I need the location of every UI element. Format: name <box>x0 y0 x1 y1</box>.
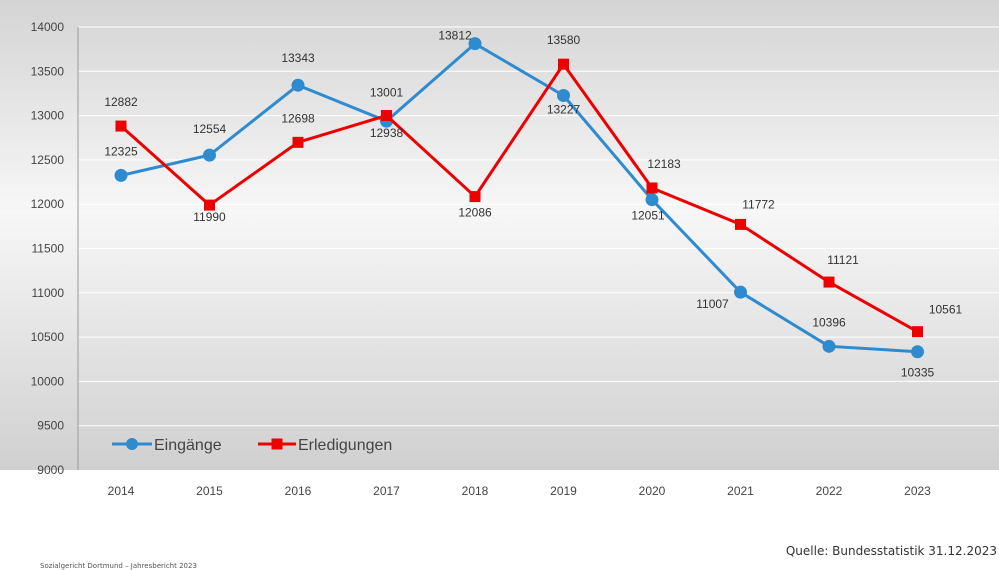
x-tick-label: 2022 <box>816 484 843 498</box>
data-label: 12698 <box>281 111 315 125</box>
data-label: 11121 <box>827 253 859 267</box>
y-tick-label: 10500 <box>31 330 65 344</box>
x-tick-label: 2015 <box>196 484 223 498</box>
data-labels: 12325 12554 13343 12938 13812 13227 12051 11007… <box>104 29 962 380</box>
x-tick-label: 2014 <box>108 484 135 498</box>
y-tick-label: 9000 <box>37 463 64 477</box>
data-label: 12086 <box>458 206 492 220</box>
data-point-marker <box>735 218 746 230</box>
data-point-marker <box>203 148 216 162</box>
data-point-marker <box>381 110 392 122</box>
y-tick-label: 12500 <box>31 153 65 167</box>
y-tick-label: 13500 <box>31 64 65 78</box>
data-point-marker <box>646 182 658 194</box>
data-label: 11007 <box>696 297 729 311</box>
data-label: 10335 <box>901 366 935 380</box>
y-tick-label: 12000 <box>31 197 65 211</box>
data-label: 10561 <box>929 303 963 317</box>
data-label: 13580 <box>547 33 581 47</box>
footer-note: Sozialgericht Dortmund – Jahresbericht 2… <box>40 562 197 570</box>
legend-marker-eingaenge <box>126 438 138 450</box>
y-tick-label: 13000 <box>31 109 65 123</box>
plot-area-background <box>0 0 999 470</box>
data-point-marker <box>557 88 570 102</box>
x-tick-label: 2020 <box>639 484 666 498</box>
data-label: 11990 <box>193 210 226 224</box>
x-tick-label: 2021 <box>727 484 754 498</box>
x-tick-label: 2017 <box>373 484 400 498</box>
y-tick-label: 9500 <box>37 419 64 433</box>
legend: Eingänge Erledigungen <box>112 437 392 454</box>
data-label: 13001 <box>370 86 404 100</box>
y-tick-label: 11000 <box>32 286 65 300</box>
data-label: 12554 <box>193 122 227 136</box>
series-line-eingaenge <box>120 42 918 354</box>
x-axis-ticks: 2014 2015 2016 2017 2018 2019 2020 2021 2022 2023 <box>108 484 932 498</box>
data-point-marker <box>468 37 482 51</box>
gridlines <box>78 26 999 427</box>
legend-label-erledigungen: Erledigungen <box>298 437 392 454</box>
data-point-marker <box>115 120 127 132</box>
data-point-marker <box>645 193 659 207</box>
data-point-marker <box>114 168 128 182</box>
line-chart: 9000 9500 10000 10500 11000 11500 12000 12500 13… <box>0 0 999 498</box>
data-point-marker <box>204 199 215 211</box>
data-label: 11772 <box>742 197 775 211</box>
data-label: 12325 <box>104 144 138 158</box>
data-label: 12882 <box>104 95 138 109</box>
data-label: 13343 <box>281 51 315 65</box>
data-point-marker <box>469 191 481 203</box>
x-tick-label: 2016 <box>285 484 312 498</box>
data-label: 12051 <box>631 209 665 223</box>
data-label: 10396 <box>812 315 846 329</box>
y-axis-ticks: 9000 9500 10000 10500 11000 11500 12000 12500 13… <box>31 20 65 477</box>
data-label: 12183 <box>647 157 681 171</box>
source-note: Quelle: Bundesstatistik 31.12.2023 <box>785 544 997 558</box>
data-label: 13227 <box>547 102 581 116</box>
data-point-marker <box>558 58 569 70</box>
data-point-marker <box>911 345 924 359</box>
x-tick-label: 2018 <box>462 484 489 498</box>
data-point-marker <box>912 326 923 338</box>
data-point-marker <box>822 339 836 353</box>
x-tick-label: 2019 <box>550 484 577 498</box>
data-point-marker <box>291 78 305 92</box>
x-tick-label: 2023 <box>904 484 931 498</box>
y-tick-label: 11500 <box>32 242 65 256</box>
y-tick-label: 10000 <box>31 374 65 388</box>
legend-label-eingaenge: Eingänge <box>154 437 222 454</box>
data-label: 13812 <box>438 29 472 43</box>
data-point-marker <box>292 136 304 148</box>
series-layer <box>114 37 924 359</box>
series-line-erledigungen <box>120 62 919 334</box>
legend-marker-erledigungen <box>271 438 283 450</box>
data-point-marker <box>823 276 835 288</box>
y-tick-label: 14000 <box>31 20 65 34</box>
data-point-marker <box>734 285 747 299</box>
data-label: 12938 <box>370 126 404 140</box>
